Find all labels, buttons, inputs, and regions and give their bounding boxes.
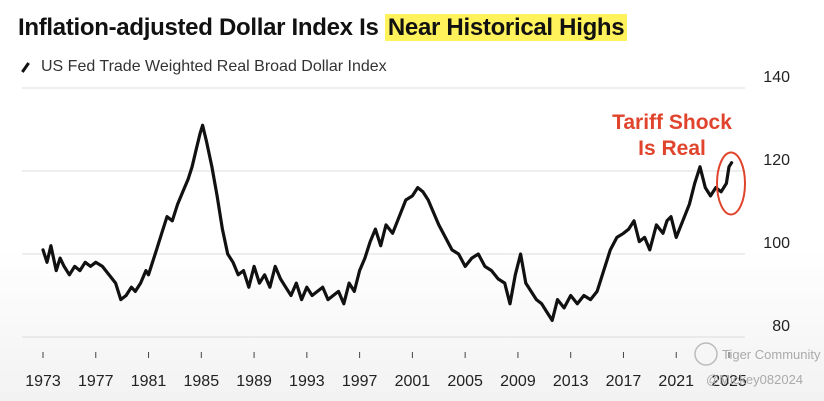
x-tick-label: 2001 bbox=[395, 373, 431, 390]
x-tick-label: 2009 bbox=[500, 373, 536, 390]
title-prefix: Inflation-adjusted Dollar Index Is bbox=[18, 14, 385, 41]
y-tick-label: 80 bbox=[772, 318, 790, 335]
y-tick-label: 100 bbox=[763, 235, 790, 252]
y-tick-label: 120 bbox=[763, 152, 790, 169]
annotation-circle bbox=[716, 151, 746, 216]
legend-line-swatch bbox=[21, 61, 30, 73]
annotation-text-line2: Is Real bbox=[638, 137, 706, 160]
watermark-line2: @Mickey082024 bbox=[706, 372, 803, 387]
x-tick-label: 2005 bbox=[447, 373, 483, 390]
series-line bbox=[41, 123, 734, 322]
legend-label: US Fed Trade Weighted Real Broad Dollar … bbox=[41, 58, 387, 75]
legend: US Fed Trade Weighted Real Broad Dollar … bbox=[20, 58, 387, 76]
x-tick-label: 1993 bbox=[289, 373, 325, 390]
chart-title: Inflation-adjusted Dollar Index Is Near … bbox=[18, 14, 628, 42]
watermark-line1: Tiger Community bbox=[722, 347, 821, 362]
x-tick-label: 2013 bbox=[553, 373, 589, 390]
watermark-logo-icon bbox=[694, 342, 718, 366]
title-highlight: Near Historical Highs bbox=[384, 14, 628, 41]
x-tick-label: 1981 bbox=[131, 373, 167, 390]
x-tick-label: 1989 bbox=[236, 373, 272, 390]
x-tick-label: 2025 bbox=[711, 373, 747, 390]
x-tick-label: 1997 bbox=[342, 373, 378, 390]
x-tick-label: 1985 bbox=[184, 373, 220, 390]
x-tick-label: 2017 bbox=[606, 373, 642, 390]
x-tick-label: 1973 bbox=[25, 373, 61, 390]
x-tick-label: 1977 bbox=[78, 373, 114, 390]
x-tick-label: 2021 bbox=[658, 373, 694, 390]
annotation-text-line1: Tariff Shock bbox=[612, 111, 732, 134]
y-tick-label: 140 bbox=[763, 69, 790, 86]
